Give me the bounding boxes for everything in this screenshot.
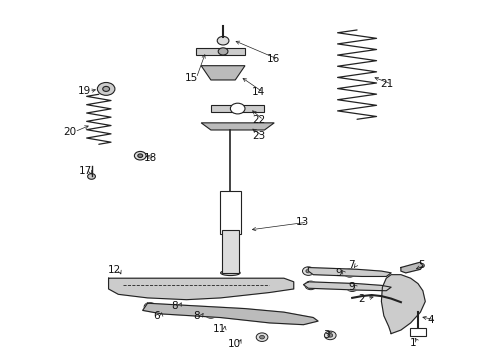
Text: 5: 5 bbox=[418, 260, 425, 270]
Text: 17: 17 bbox=[78, 166, 92, 176]
Text: 12: 12 bbox=[108, 265, 121, 275]
Circle shape bbox=[138, 154, 143, 157]
Text: 4: 4 bbox=[428, 315, 435, 325]
Text: 22: 22 bbox=[252, 115, 265, 125]
Text: 15: 15 bbox=[185, 73, 198, 83]
Polygon shape bbox=[109, 278, 294, 300]
Bar bbox=[221, 230, 239, 273]
Text: 3: 3 bbox=[323, 330, 330, 341]
Text: 16: 16 bbox=[267, 54, 280, 64]
Circle shape bbox=[389, 301, 393, 305]
Bar bbox=[410, 328, 426, 337]
Polygon shape bbox=[201, 123, 274, 130]
Polygon shape bbox=[401, 262, 423, 273]
Circle shape bbox=[262, 316, 267, 319]
Text: 9: 9 bbox=[336, 268, 343, 278]
Polygon shape bbox=[211, 105, 265, 112]
Text: 6: 6 bbox=[153, 311, 160, 321]
Polygon shape bbox=[381, 275, 425, 334]
Circle shape bbox=[88, 174, 96, 179]
Circle shape bbox=[147, 305, 152, 309]
Circle shape bbox=[256, 333, 268, 342]
Text: 10: 10 bbox=[228, 339, 241, 348]
Text: 18: 18 bbox=[144, 153, 157, 163]
Circle shape bbox=[259, 313, 270, 322]
Polygon shape bbox=[196, 48, 245, 55]
Text: 8: 8 bbox=[172, 301, 178, 311]
Text: 13: 13 bbox=[296, 217, 309, 227]
Circle shape bbox=[344, 269, 356, 277]
Circle shape bbox=[328, 334, 333, 337]
Bar bbox=[220, 191, 241, 234]
Circle shape bbox=[205, 310, 217, 318]
Polygon shape bbox=[308, 267, 391, 276]
Circle shape bbox=[350, 285, 355, 289]
Circle shape bbox=[208, 312, 213, 316]
Polygon shape bbox=[201, 66, 245, 80]
Circle shape bbox=[306, 269, 311, 273]
Circle shape bbox=[308, 284, 313, 287]
Circle shape bbox=[347, 271, 352, 275]
Circle shape bbox=[260, 336, 265, 339]
Text: 19: 19 bbox=[77, 86, 91, 96]
Circle shape bbox=[134, 152, 146, 160]
Circle shape bbox=[324, 331, 336, 340]
Text: 8: 8 bbox=[193, 311, 199, 321]
Text: 9: 9 bbox=[348, 282, 355, 292]
Ellipse shape bbox=[220, 270, 240, 275]
Circle shape bbox=[230, 103, 245, 114]
Circle shape bbox=[305, 281, 317, 290]
Circle shape bbox=[98, 82, 115, 95]
Circle shape bbox=[385, 299, 397, 307]
Text: 20: 20 bbox=[63, 127, 76, 137]
Text: 21: 21 bbox=[381, 79, 394, 89]
Text: 2: 2 bbox=[359, 294, 365, 303]
Circle shape bbox=[346, 283, 358, 292]
Circle shape bbox=[302, 267, 314, 275]
Text: 23: 23 bbox=[252, 131, 265, 141]
Text: 1: 1 bbox=[410, 338, 416, 347]
Text: 14: 14 bbox=[252, 87, 265, 98]
Polygon shape bbox=[303, 282, 391, 291]
Circle shape bbox=[144, 302, 156, 311]
Circle shape bbox=[217, 36, 229, 45]
Text: 7: 7 bbox=[348, 260, 355, 270]
Circle shape bbox=[103, 86, 110, 91]
Polygon shape bbox=[143, 303, 318, 325]
Text: 11: 11 bbox=[213, 324, 226, 334]
Circle shape bbox=[218, 48, 228, 55]
